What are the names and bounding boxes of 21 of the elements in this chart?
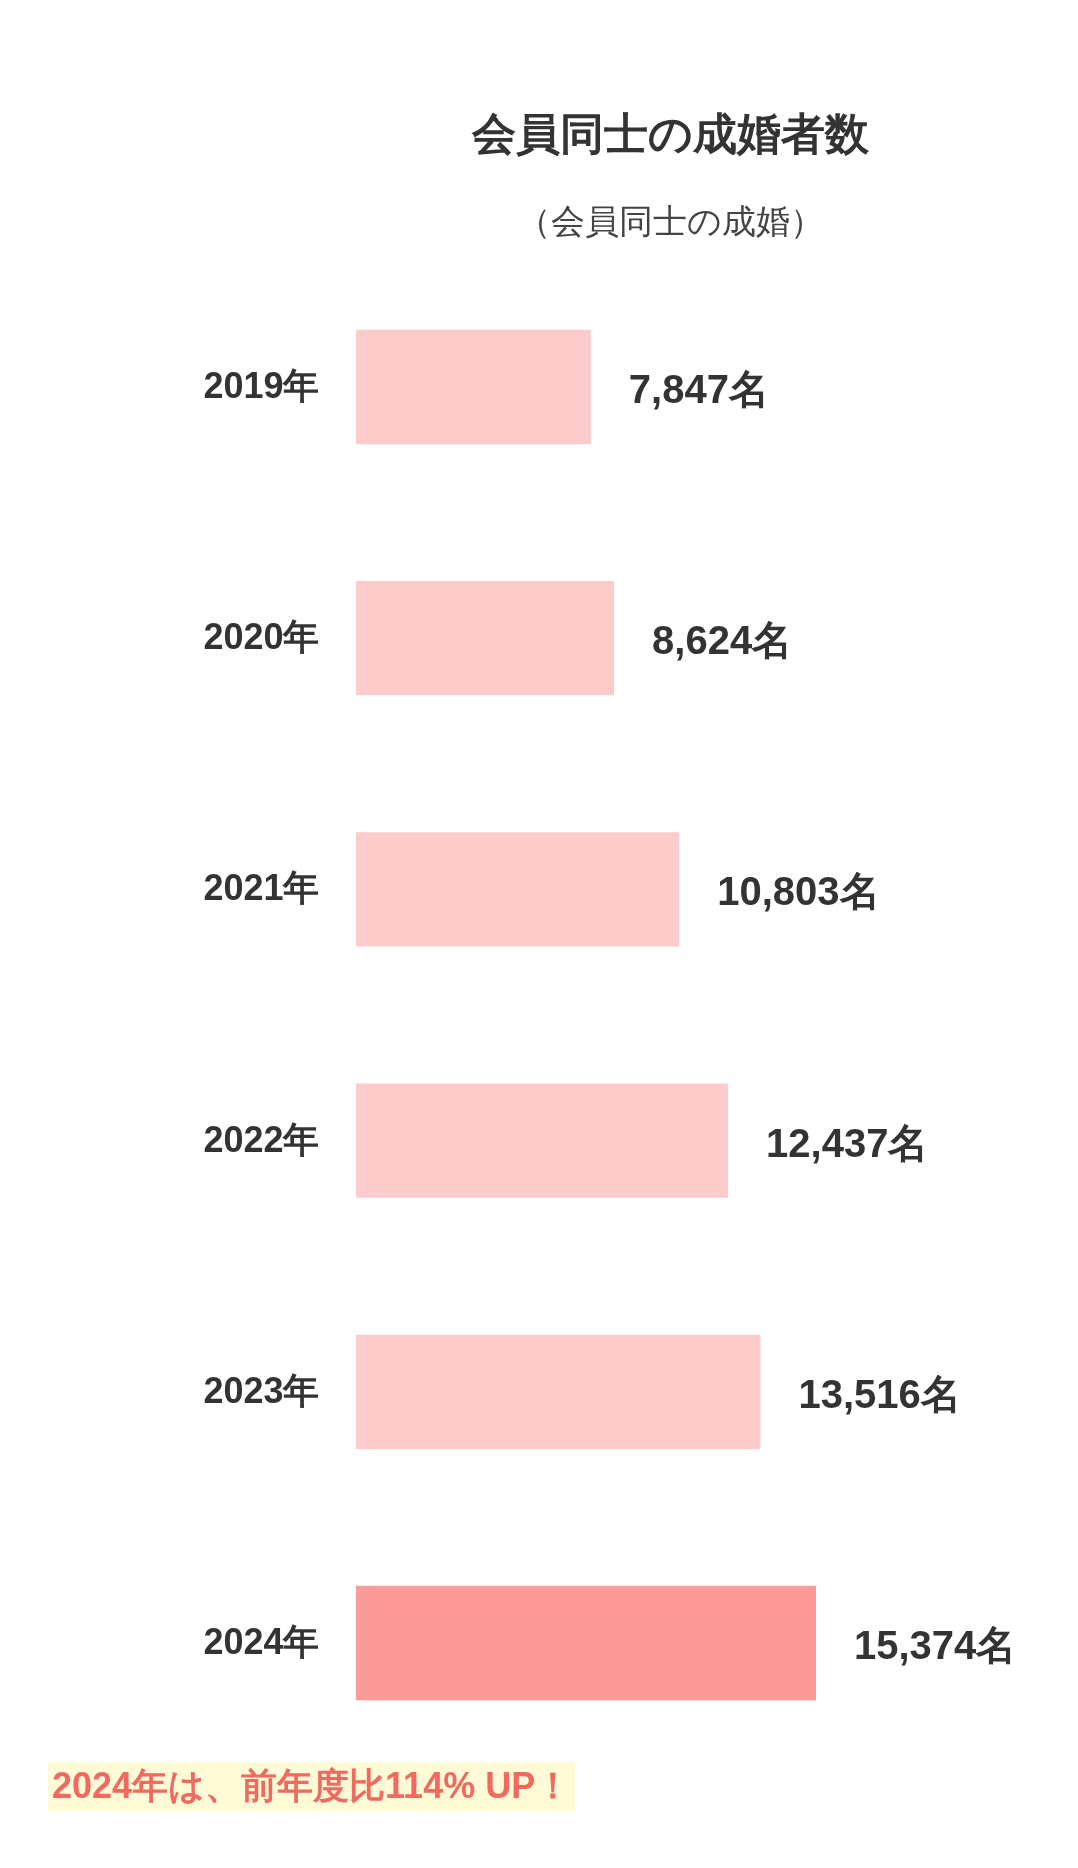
bar	[356, 329, 591, 445]
y-tick-label: 2023年	[203, 1369, 320, 1411]
bar	[356, 581, 615, 696]
y-tick-label: 2022年	[203, 1118, 320, 1160]
chart-title: 会員同士の成婚者数	[470, 109, 870, 158]
data-label: 10,803名	[717, 869, 880, 914]
bar	[356, 832, 680, 947]
data-label: 8,624名	[652, 618, 793, 663]
data-label: 13,516名	[798, 1371, 961, 1416]
chart-subtitle: （会員同士の成婚）	[516, 202, 824, 240]
y-tick-label: 2021年	[203, 867, 320, 909]
y-tick-label: 2024年	[203, 1621, 320, 1663]
y-tick-label: 2020年	[203, 616, 320, 658]
bar	[356, 1334, 761, 1449]
y-tick-label: 2019年	[203, 364, 320, 406]
bar	[356, 1083, 729, 1198]
data-label: 7,847名	[628, 366, 769, 411]
data-label: 12,437名	[766, 1120, 929, 1165]
bar	[356, 1585, 816, 1701]
annotation: 2024年は、前年度比114% UP！	[52, 1764, 572, 1808]
data-label: 15,374名	[854, 1623, 1017, 1668]
